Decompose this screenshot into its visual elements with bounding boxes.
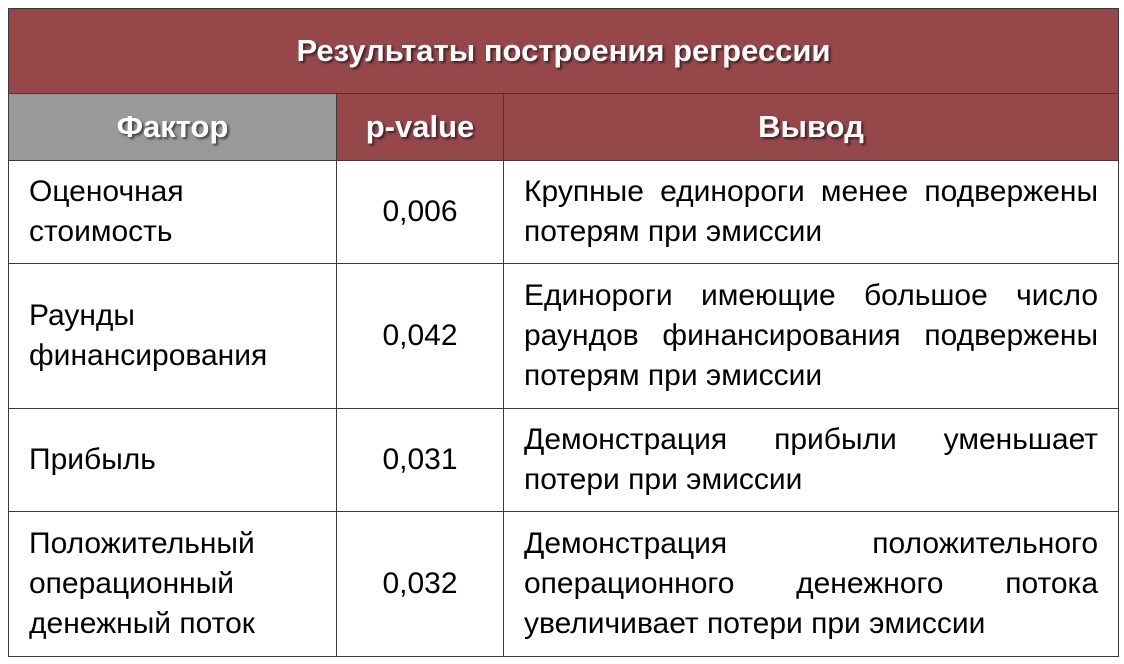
table-row: Положительный операционный денежный пото…	[8, 511, 1120, 657]
table-header-row: Фактор p-value Вывод	[8, 93, 1120, 161]
factor-cell: Прибыль	[8, 408, 337, 512]
pvalue-cell: 0,032	[336, 511, 504, 657]
conclusion-cell: Демонстрация положительного операционног…	[502, 511, 1120, 657]
table-row: Оценочная стоимость 0,006 Крупные единор…	[8, 160, 1120, 264]
regression-results-table: Результаты построения регрессии Фактор p…	[7, 8, 1120, 657]
pvalue-cell: 0,042	[336, 263, 504, 409]
factor-cell: Оценочная стоимость	[8, 160, 337, 264]
factor-cell: Положительный операционный денежный пото…	[8, 511, 337, 657]
table-title: Результаты построения регрессии	[7, 8, 1120, 94]
table-row: Прибыль 0,031 Демонстрация прибыли умень…	[8, 408, 1120, 512]
header-factor: Фактор	[8, 93, 337, 161]
header-pvalue: p-value	[336, 93, 504, 161]
table-row: Раунды финансирования 0,042 Единороги им…	[8, 263, 1120, 409]
factor-cell: Раунды финансирования	[8, 263, 337, 409]
header-conclusion: Вывод	[502, 93, 1120, 161]
conclusion-cell: Крупные единороги менее подвержены потер…	[502, 160, 1120, 264]
table-title-row: Результаты построения регрессии	[7, 8, 1120, 94]
conclusion-cell: Демонстрация прибыли уменьшает потери пр…	[502, 408, 1120, 512]
pvalue-cell: 0,006	[336, 160, 504, 264]
conclusion-cell: Единороги имеющие большое число раундов …	[502, 263, 1120, 409]
pvalue-cell: 0,031	[336, 408, 504, 512]
